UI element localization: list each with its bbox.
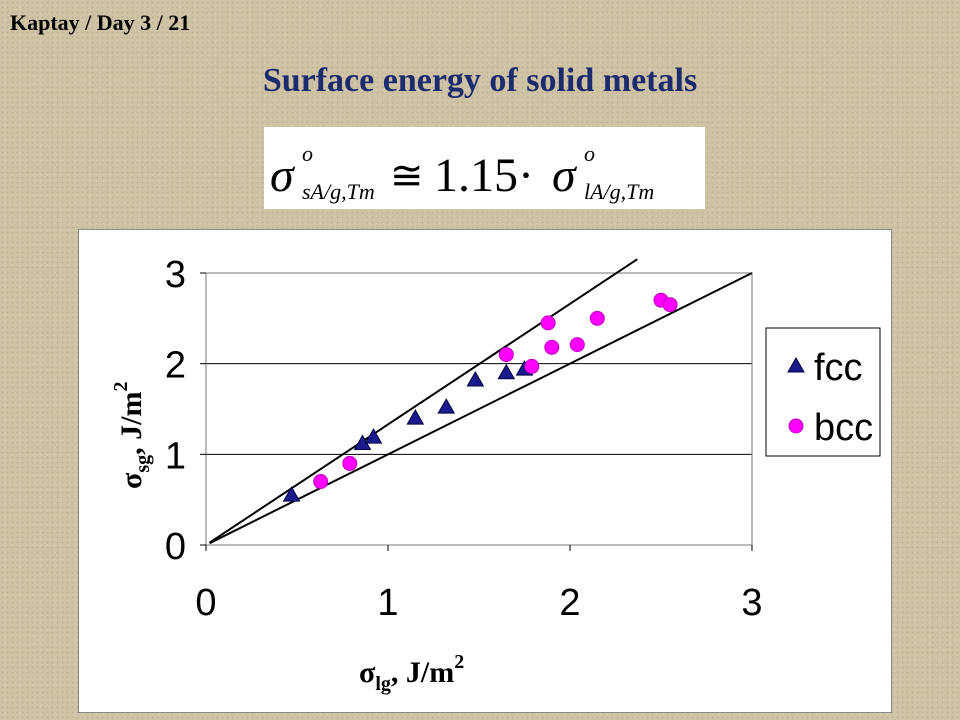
- formula-sup-right: o: [584, 141, 595, 166]
- legend-box: [765, 327, 881, 457]
- y-axis-label-subscript: sg: [132, 455, 154, 473]
- formula-sigma-right: σ: [552, 149, 578, 202]
- y-tick-label: 3: [165, 254, 186, 296]
- bcc-point: [313, 474, 329, 490]
- y-tick-label: 2: [165, 345, 186, 387]
- bcc-legend-label: bcc: [814, 407, 873, 449]
- x-tick-label: 2: [559, 582, 580, 624]
- fcc-point: [364, 428, 383, 444]
- x-axis-label-symbol: σ: [359, 656, 376, 689]
- y-axis-label-symbol: σ: [115, 472, 148, 489]
- fcc-point: [466, 370, 485, 387]
- x-axis-label: σlg, J/m2: [359, 651, 464, 695]
- fcc-legend-label: fcc: [814, 347, 863, 389]
- legend-items: fcc bcc: [787, 347, 873, 449]
- bcc-point: [589, 310, 605, 326]
- formula-coefficient: 1.15·: [434, 149, 534, 202]
- x-tick-label: 3: [741, 582, 762, 624]
- fcc-point: [282, 486, 301, 502]
- fcc-point: [497, 363, 516, 380]
- x-tick-label: 1: [377, 582, 398, 624]
- bcc-point: [662, 297, 678, 313]
- y-axis-label: σsg, J/m2: [110, 382, 154, 489]
- fcc-point: [437, 398, 456, 414]
- trend-line: [209, 258, 638, 544]
- slide-title: Surface energy of solid metals: [262, 62, 698, 99]
- y-tick-label: 1: [165, 435, 186, 477]
- fcc-legend-marker: [787, 356, 805, 373]
- x-axis-label-power: 2: [454, 651, 464, 673]
- y-axis-label-power: 2: [110, 382, 132, 392]
- bcc-point: [498, 347, 514, 363]
- axis-ticks: 0 1 2 3 0 1 2 3: [165, 254, 763, 624]
- bcc-point: [540, 315, 556, 331]
- y-axis-label-unit: , J/m: [115, 392, 148, 455]
- formula-sup-left: o: [302, 141, 313, 166]
- trend-line: [209, 272, 753, 545]
- formula-svg: σ o sA/g,Tm ≅ 1.15· σ o lA/g,Tm: [270, 141, 654, 204]
- bcc-legend-marker: [788, 418, 804, 434]
- formula-sub-left: sA/g,Tm: [302, 179, 375, 204]
- data-points: [282, 292, 678, 502]
- formula-relation: ≅: [390, 153, 424, 198]
- slide-header: Kaptay / Day 3 / 21: [10, 10, 191, 35]
- y-tick-label: 0: [165, 526, 186, 568]
- plot-area: [205, 272, 753, 546]
- fcc-point: [406, 409, 425, 425]
- x-axis-label-unit: , J/m: [391, 656, 454, 689]
- x-axis-label-subscript: lg: [375, 673, 391, 695]
- x-tick-label: 0: [195, 582, 216, 624]
- chart-legend: fcc bcc: [765, 327, 881, 457]
- bcc-point: [342, 455, 358, 471]
- formula: σ o sA/g,Tm ≅ 1.15· σ o lA/g,Tm: [264, 127, 705, 209]
- bcc-point: [544, 339, 560, 355]
- reference-lines: [209, 258, 753, 545]
- bcc-point: [524, 358, 540, 374]
- bcc-point: [569, 337, 585, 353]
- formula-sigma-left: σ: [270, 149, 296, 202]
- formula-sub-right: lA/g,Tm: [584, 179, 654, 204]
